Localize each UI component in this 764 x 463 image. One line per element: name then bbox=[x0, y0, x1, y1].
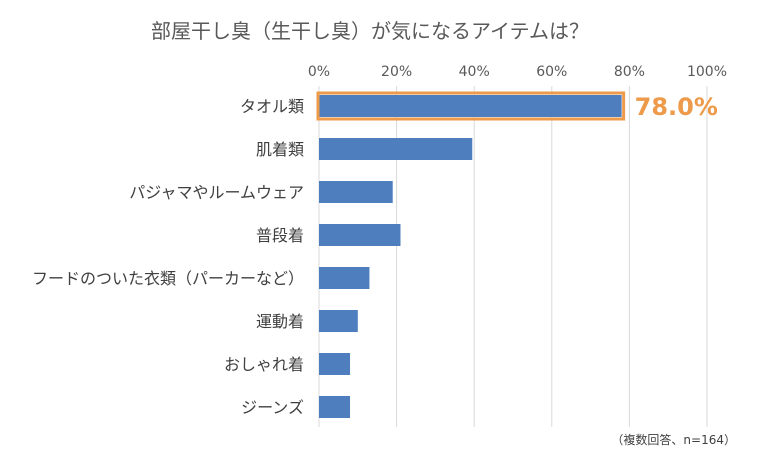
bars bbox=[319, 95, 622, 418]
category-label-7: ジーンズ bbox=[241, 398, 304, 417]
highlight-box bbox=[316, 91, 626, 121]
tick-label-80: 80% bbox=[614, 64, 645, 80]
bar-6 bbox=[319, 353, 351, 375]
bar-0 bbox=[319, 95, 622, 117]
category-label-5: 運動着 bbox=[256, 312, 304, 331]
category-label-2: パジャマやルームウェア bbox=[129, 183, 304, 202]
gridlines bbox=[318, 86, 708, 427]
tick-label-20: 20% bbox=[381, 64, 412, 80]
bar-5 bbox=[319, 310, 358, 332]
category-label-4: フードのついた衣類（パーカーなど） bbox=[32, 269, 304, 288]
bar-4 bbox=[319, 267, 370, 289]
tick-label-0: 0% bbox=[308, 64, 330, 80]
tick-label-40: 40% bbox=[459, 64, 490, 80]
category-label-1: 肌着類 bbox=[256, 140, 304, 159]
footnote: （複数回答、n=164） bbox=[611, 432, 736, 447]
category-label-0: タオル類 bbox=[240, 97, 304, 116]
bar-3 bbox=[319, 224, 401, 246]
bar-7 bbox=[319, 396, 351, 418]
highlight-value-label: 78.0% bbox=[635, 93, 718, 121]
category-label-6: おしゃれ着 bbox=[224, 355, 304, 374]
bar-2 bbox=[319, 181, 393, 203]
tick-label-100: 100% bbox=[687, 64, 727, 80]
highlight-callout: 78.0% bbox=[316, 91, 718, 121]
chart-title: 部屋干し臭（生干し臭）が気になるアイテムは？ bbox=[151, 19, 589, 43]
bar-1 bbox=[319, 138, 473, 160]
tick-label-60: 60% bbox=[536, 64, 567, 80]
category-label-3: 普段着 bbox=[256, 226, 304, 245]
x-axis-ticks: 0% 20% 40% 60% 80% 100% bbox=[308, 64, 727, 80]
